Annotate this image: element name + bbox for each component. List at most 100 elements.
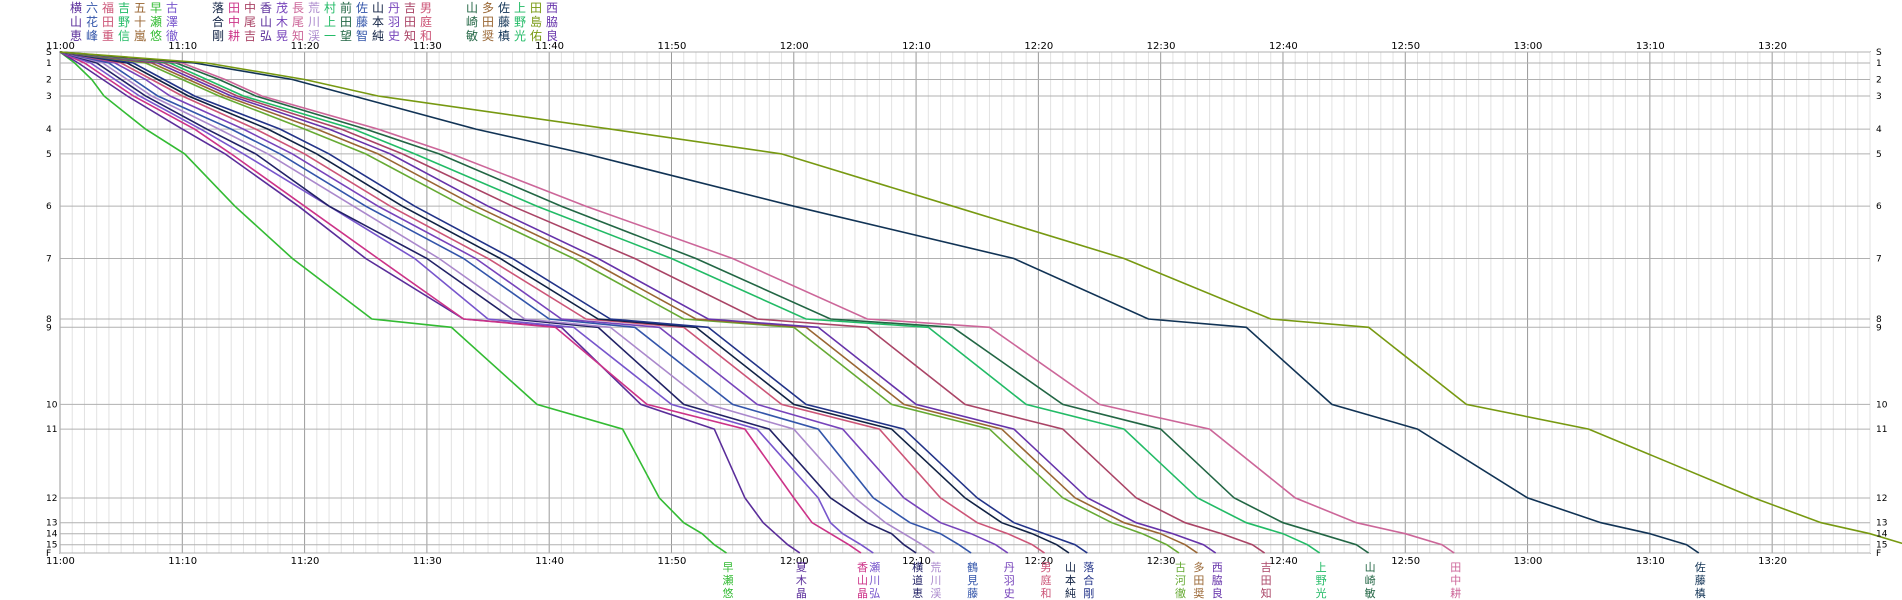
checkpoint-label-left: F — [46, 549, 51, 559]
finish-name-char: 多 — [1193, 560, 1204, 574]
series-line — [59, 51, 1217, 554]
header-name-char: 田 — [482, 15, 494, 29]
series-line — [59, 51, 1180, 554]
header-name-char: 山 — [260, 15, 272, 29]
header-name-char: 耕 — [228, 28, 240, 43]
header-name-char: 上 — [514, 1, 526, 15]
finish-name-char: 野 — [1316, 574, 1327, 587]
finish-name-char: 耕 — [1450, 586, 1461, 600]
finish-name-char: 香 — [857, 561, 868, 574]
finish-name-char: 渓 — [930, 587, 941, 600]
series-line — [59, 51, 1088, 554]
finish-name-char: 中 — [1450, 574, 1461, 587]
checkpoint-label-left: 7 — [46, 254, 52, 264]
x-tick-label-bottom: 12:40 — [1269, 556, 1298, 567]
x-tick-label-bottom: 11:00 — [46, 556, 75, 567]
checkpoint-label-right: 11 — [1876, 425, 1887, 435]
header-name-char: 横 — [70, 1, 82, 15]
finish-name-char: 剛 — [1083, 587, 1094, 600]
checkpoint-label-right: 13 — [1876, 519, 1887, 529]
finish-name-char: 上 — [1316, 561, 1327, 574]
finish-name-char: 知 — [1261, 586, 1272, 600]
header-name-char: 合 — [212, 14, 224, 29]
header-name-char: 悠 — [150, 28, 162, 43]
finish-name-char: 夏 — [796, 561, 807, 574]
checkpoint-label-right: F — [1876, 549, 1881, 559]
chart-axes: 11:00 11:00 11:10 11:10 11:20 11:20 11:30 11:30… — [46, 41, 1888, 567]
checkpoint-label-left: 10 — [46, 400, 58, 410]
finish-name-char: 古 — [1175, 561, 1186, 574]
header-name-char: 吉 — [404, 1, 416, 15]
header-name-char: 十 — [134, 15, 146, 29]
finish-name-char: 吉 — [1261, 561, 1272, 574]
series-line — [59, 51, 935, 554]
series-layer — [59, 51, 1902, 554]
finish-name-char: 晶 — [796, 587, 807, 600]
header-name-char: 純 — [372, 29, 384, 43]
checkpoint-label-right: 9 — [1876, 323, 1882, 333]
header-name-char: 野 — [118, 15, 130, 29]
checkpoint-label-right: 15 — [1876, 541, 1887, 551]
series-line — [59, 51, 1700, 554]
finish-name-char: 本 — [1065, 573, 1076, 587]
checkpoint-label-left: 14 — [46, 530, 58, 540]
header-name-char: 渓 — [308, 29, 320, 43]
x-tick-label-top: 12:20 — [1024, 41, 1053, 52]
finish-name-char: 荒 — [930, 561, 941, 574]
header-name-char: 川 — [308, 15, 320, 29]
finish-name-char: 山 — [857, 574, 868, 587]
x-tick-label-top: 11:10 — [168, 41, 197, 52]
chart-grid — [59, 51, 1871, 554]
finish-name-char: 悠 — [723, 586, 734, 600]
header-name-char: 佑 — [530, 29, 542, 43]
header-name-char: 荒 — [308, 1, 320, 15]
finish-name-char: 落 — [1083, 561, 1094, 574]
checkpoint-label-right: 5 — [1876, 150, 1882, 160]
header-name-char: 晃 — [276, 29, 288, 43]
finish-name-char: 和 — [1040, 587, 1051, 600]
finish-name-char: 田 — [1193, 574, 1204, 587]
x-tick-label-bottom: 12:00 — [780, 556, 809, 567]
x-tick-label-bottom: 11:50 — [657, 556, 686, 567]
header-names: 横六福吉五早古落田中香茂長荒村前佐山丹吉男山多佐上田西山花田野十瀬澤合中尾山木尾… — [70, 0, 558, 43]
x-tick-label-bottom: 11:10 — [168, 556, 197, 567]
header-name-char: 光 — [514, 29, 526, 43]
header-name-char: 尾 — [292, 15, 304, 29]
finish-name-char: 山 — [1065, 561, 1076, 574]
header-name-char: 瀬 — [150, 15, 162, 29]
finish-name-char: 徹 — [1175, 586, 1186, 600]
header-name-char: 峰 — [86, 29, 98, 43]
finish-name-char: 純 — [1065, 587, 1076, 600]
finish-name-char: 田 — [1261, 574, 1272, 587]
header-name-char: 和 — [420, 29, 432, 43]
header-name-char: 藤 — [356, 15, 368, 29]
checkpoint-label-right: S — [1876, 48, 1882, 58]
header-name-char: 藤 — [498, 15, 510, 29]
header-name-char: 吉 — [118, 1, 130, 15]
finish-name-char: 槙 — [1695, 586, 1706, 600]
finish-name-char: 奨 — [1193, 586, 1204, 600]
header-name-char: 一 — [324, 29, 336, 43]
header-name-char: 庭 — [420, 14, 432, 29]
x-tick-label-bottom: 12:20 — [1024, 556, 1053, 567]
finish-name-char: 丹 — [1004, 561, 1015, 574]
finish-name-char: 史 — [1004, 587, 1015, 600]
x-tick-label-top: 11:40 — [535, 41, 564, 52]
series-line — [59, 51, 1902, 545]
header-name-char: 崎 — [466, 15, 478, 29]
header-name-char: 望 — [340, 29, 352, 43]
x-tick-label-top: 11:30 — [413, 41, 442, 52]
header-name-char: 徹 — [166, 28, 178, 43]
x-tick-label-bottom: 13:20 — [1758, 556, 1787, 567]
finish-name-char: 河 — [1175, 574, 1186, 587]
x-tick-label-top: 12:50 — [1391, 41, 1420, 52]
x-tick-label-top: 12:00 — [780, 41, 809, 52]
checkpoint-label-right: 6 — [1876, 202, 1882, 212]
header-name-char: 智 — [356, 28, 368, 43]
checkpoint-label-left: 4 — [46, 125, 52, 135]
header-name-char: 五 — [134, 1, 146, 15]
header-name-char: 澤 — [166, 15, 178, 29]
finish-name-char: 瀬 — [723, 573, 734, 587]
header-name-char: 佐 — [356, 1, 368, 15]
header-name-char: 野 — [514, 15, 526, 29]
